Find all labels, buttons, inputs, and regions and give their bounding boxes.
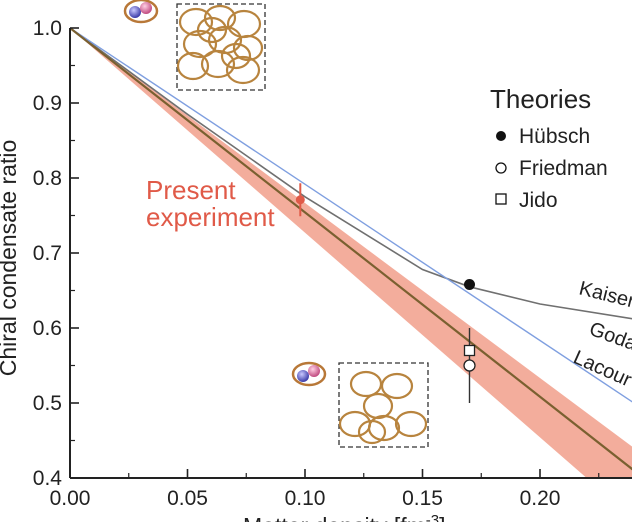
x-axis-title-end: ] [439, 513, 445, 522]
curve-kaiser [70, 28, 632, 320]
x-axis-title-main: Matter density [fm [243, 513, 426, 522]
x-tick-label: 0.05 [167, 487, 208, 510]
nuclear-matter-illustration-dense [176, 3, 266, 91]
uncertainty-band [70, 28, 632, 478]
curve-label-kaiser: Kaiser [577, 278, 632, 313]
pion-illustration-vacuum [123, 0, 159, 24]
y-tick-label: 0.4 [33, 467, 63, 490]
curve-lacour [70, 28, 632, 471]
theory-point-friedman [463, 359, 476, 372]
x-tick-label: 0.10 [285, 487, 326, 510]
experiment-label-line1: Present [146, 175, 236, 205]
legend-label-jido: Jido [519, 189, 558, 212]
x-tick-label: 0.20 [520, 487, 561, 510]
y-tick-label: 1.0 [33, 17, 62, 40]
curve-label-goda: Goda [586, 318, 632, 356]
y-tick-label: 0.5 [33, 392, 62, 415]
nuclear-matter-illustration-sparse [338, 362, 429, 448]
y-tick-label: 0.8 [33, 167, 62, 190]
y-axis-title: Chiral condensate ratio [0, 140, 21, 377]
theory-point-jido [463, 344, 476, 357]
experiment-label: Present experiment [146, 175, 275, 232]
x-axis-title: Matter density [fm-3] [243, 512, 446, 522]
x-axis-title-exponent: -3 [426, 512, 439, 522]
legend: Theories Hübsch Friedman Jido [490, 84, 608, 212]
legend-marker-jido [495, 193, 507, 205]
legend-label-friedman: Friedman [519, 157, 608, 180]
curve-goda [70, 28, 632, 403]
y-tick-label: 0.7 [33, 242, 62, 265]
x-tick-label: 0.00 [50, 487, 91, 510]
x-tick-label: 0.15 [402, 487, 443, 510]
legend-marker-friedman [495, 162, 507, 174]
theory-point-hbsch [464, 279, 475, 290]
legend-title: Theories [490, 84, 591, 114]
experiment-label-line2: experiment [146, 202, 275, 232]
experiment-point [295, 195, 305, 205]
legend-label-hubsch: Hübsch [519, 125, 590, 148]
y-tick-label: 0.9 [33, 92, 62, 115]
legend-marker-hubsch [496, 131, 506, 141]
pion-illustration-medium [291, 361, 327, 387]
curve-label-lacour: Lacour [570, 346, 632, 391]
y-tick-label: 0.6 [33, 317, 62, 340]
